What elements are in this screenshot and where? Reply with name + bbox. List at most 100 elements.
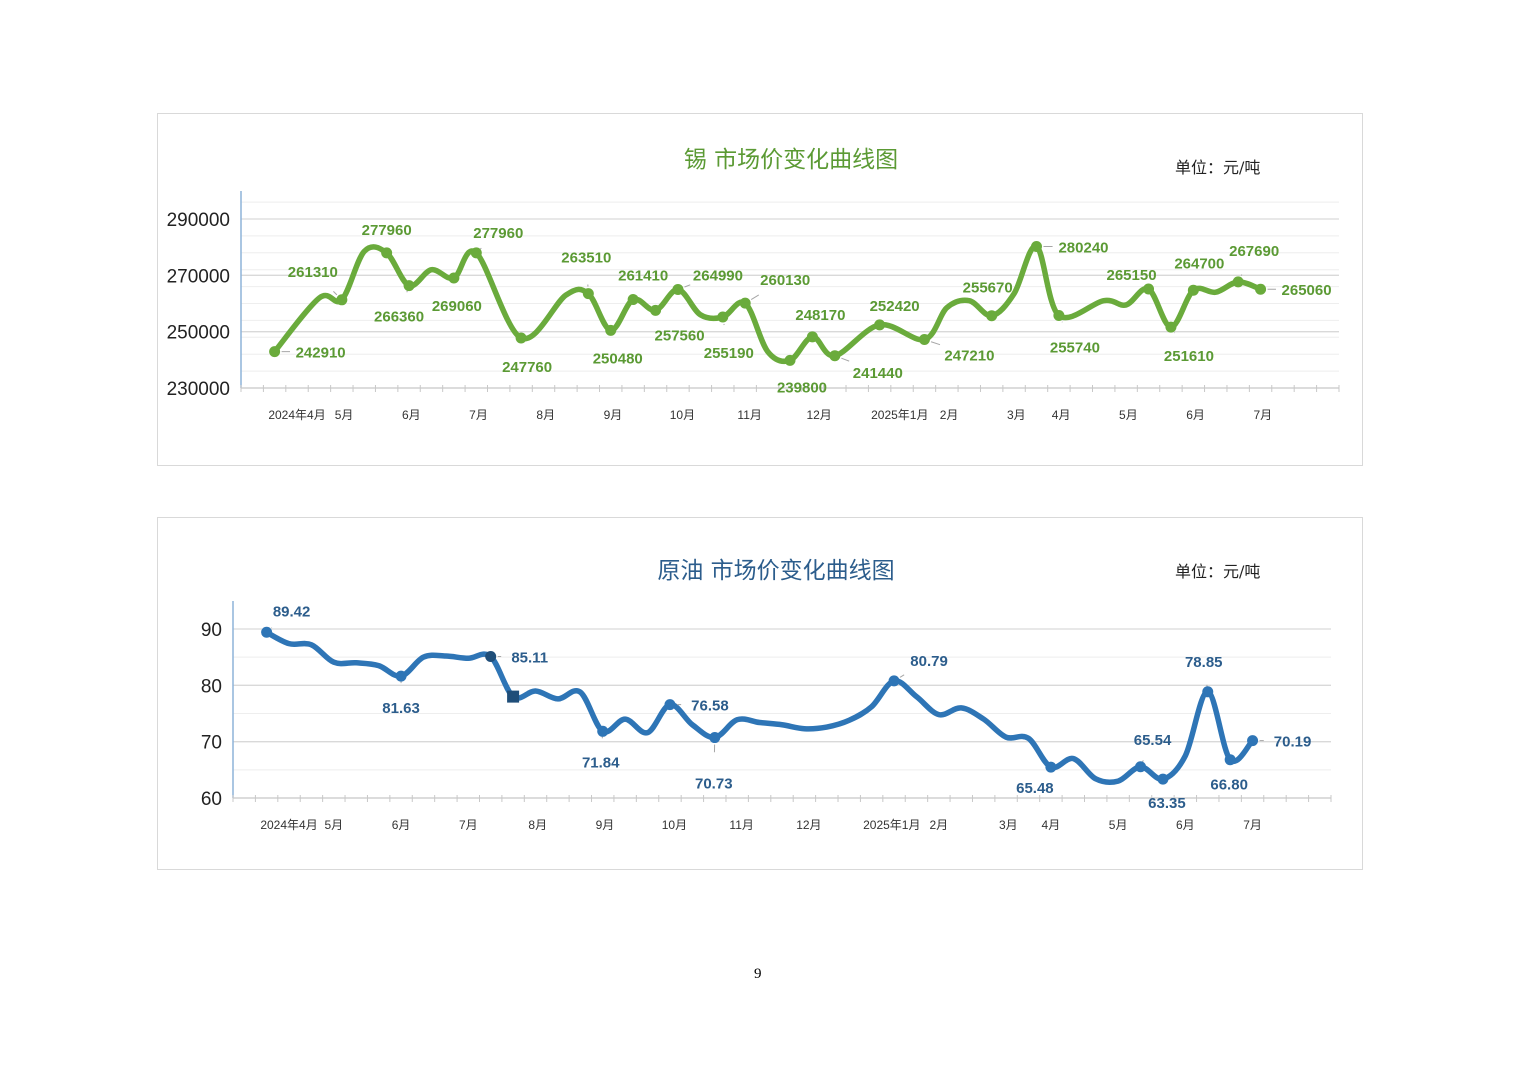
data-point-marker	[1143, 283, 1155, 295]
data-label: 261310	[288, 264, 338, 281]
data-label: 261410	[618, 268, 668, 285]
x-tick-label: 11月	[737, 408, 761, 422]
data-point-marker	[1202, 686, 1214, 698]
data-label: 78.85	[1185, 654, 1223, 671]
data-label: 71.84	[582, 754, 620, 771]
x-tick-label: 10月	[670, 408, 695, 422]
data-label: 63.35	[1148, 795, 1186, 812]
data-point-marker	[1187, 284, 1199, 296]
data-label: 266360	[374, 309, 424, 326]
data-label: 250480	[593, 350, 643, 367]
chart-unit: 单位：元/吨	[1175, 158, 1261, 177]
data-point-marker	[470, 247, 482, 259]
data-label: 269060	[432, 298, 482, 315]
data-point-marker	[874, 319, 886, 331]
x-tick-label: 10月	[662, 818, 687, 832]
series-line-锡	[271, 243, 1264, 365]
data-point-marker	[515, 332, 527, 344]
y-tick-label: 80	[201, 676, 222, 697]
data-point-marker	[650, 304, 662, 316]
data-label: 66.80	[1210, 777, 1248, 794]
data-label: 265060	[1282, 282, 1332, 299]
data-label: 255740	[1050, 339, 1100, 356]
x-tick-label: 2024年4月	[260, 818, 317, 832]
x-tick-label: 6月	[392, 818, 411, 832]
data-point-marker	[269, 346, 281, 358]
data-point-marker	[448, 272, 460, 284]
y-tick-label: 230000	[167, 379, 230, 400]
data-point-marker	[605, 324, 617, 336]
data-point-marker	[888, 675, 900, 687]
page-number: 9	[754, 966, 762, 982]
data-point-marker	[784, 354, 796, 366]
x-tick-label: 5月	[1119, 408, 1138, 422]
data-point-marker	[395, 670, 407, 682]
x-tick-label: 2024年4月	[268, 408, 325, 422]
data-label: 257560	[655, 327, 705, 344]
data-point-marker	[1135, 761, 1147, 773]
x-tick-label: 9月	[596, 818, 615, 832]
x-tick-label: 2月	[930, 818, 949, 832]
x-tick-label: 4月	[1052, 408, 1071, 422]
data-point-marker	[507, 690, 520, 703]
y-tick-label: 60	[201, 789, 222, 810]
data-point-marker	[381, 247, 393, 259]
y-tick-label: 270000	[167, 266, 230, 287]
leader-line	[841, 357, 850, 362]
data-label: 70.73	[695, 776, 733, 793]
data-label: 65.48	[1016, 780, 1054, 797]
data-point-marker	[336, 294, 348, 306]
x-tick-label: 8月	[536, 408, 555, 422]
x-tick-label: 9月	[604, 408, 623, 422]
data-point-marker	[739, 297, 751, 309]
leader-line	[684, 284, 691, 288]
x-tick-label: 5月	[324, 818, 343, 832]
x-tick-label: 12月	[796, 818, 821, 832]
data-label: 255670	[963, 280, 1013, 297]
data-point-marker	[1224, 754, 1236, 766]
chart-title: 原油 市场价变化曲线图	[657, 558, 895, 584]
data-label: 242910	[296, 345, 346, 362]
y-tick-label: 90	[201, 620, 222, 641]
x-tick-label: 7月	[1253, 408, 1272, 422]
data-label: 263510	[561, 250, 611, 267]
leader-line	[406, 290, 408, 293]
data-point-marker	[709, 732, 721, 744]
data-point-marker	[1232, 276, 1244, 288]
data-point-marker	[403, 280, 415, 292]
leader-line	[333, 291, 338, 296]
x-tick-label: 2025年1月	[863, 818, 920, 832]
data-point-marker	[1165, 321, 1177, 333]
data-label: 251610	[1164, 348, 1214, 365]
data-point-marker	[627, 294, 639, 306]
x-tick-label: 2月	[940, 408, 959, 422]
x-tick-label: 6月	[1186, 408, 1205, 422]
data-label: 89.42	[273, 603, 311, 620]
data-point-marker	[1255, 283, 1267, 295]
data-point-marker	[1030, 240, 1042, 252]
x-tick-label: 6月	[402, 408, 421, 422]
x-tick-label: 5月	[1109, 818, 1128, 832]
data-label: 247210	[944, 348, 994, 365]
data-point-marker	[485, 651, 497, 663]
data-point-marker	[918, 334, 930, 346]
x-tick-label: 5月	[335, 408, 354, 422]
x-tick-label: 3月	[1007, 408, 1026, 422]
data-point-marker	[672, 283, 684, 295]
data-label: 277960	[473, 225, 523, 242]
data-point-marker	[261, 626, 273, 638]
data-point-marker	[582, 288, 594, 300]
data-point-marker	[829, 350, 841, 362]
data-label: 280240	[1058, 239, 1108, 256]
data-label: 81.63	[382, 700, 420, 717]
data-point-marker	[664, 699, 676, 711]
data-label: 267690	[1229, 243, 1279, 260]
data-label: 80.79	[910, 653, 948, 670]
data-label: 239800	[777, 379, 827, 396]
data-point-marker	[1247, 735, 1259, 747]
crude-oil-price-chart: 原油 市场价变化曲线图 单位：元/吨 90 80 70 60 2024年4月 5月 6月 7月…	[157, 517, 1363, 870]
leader-line	[930, 341, 941, 346]
data-point-marker	[1157, 773, 1169, 785]
data-label: 85.11	[511, 650, 548, 667]
crude-oil-line-chart: 90 80 70 60 2024年4月 5月 6月 7月 8月 9月 10月 11月 12月 2025年1…	[201, 601, 1332, 832]
